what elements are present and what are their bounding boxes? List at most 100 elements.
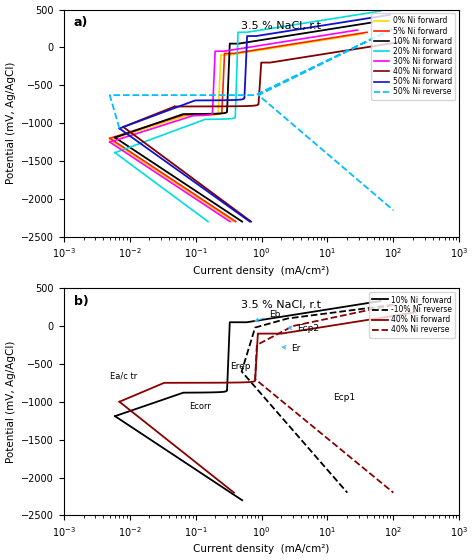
5% Ni forward bbox=[141, 157, 146, 164]
50% Ni reverse bbox=[353, 175, 359, 182]
50% Ni forward bbox=[144, 144, 150, 151]
Line: 20% Ni forward: 20% Ni forward bbox=[115, 153, 208, 222]
20% Ni forward bbox=[176, 197, 182, 203]
40% Ni reverse bbox=[267, 335, 273, 342]
10% Ni_forward bbox=[112, 413, 118, 419]
40% Ni forward bbox=[195, 461, 201, 468]
40% Ni forward bbox=[209, 189, 214, 195]
10% Ni_forward bbox=[146, 436, 152, 442]
40% Ni reverse bbox=[266, 388, 272, 394]
50% Ni forward bbox=[117, 125, 122, 132]
10% Ni_forward bbox=[182, 459, 188, 466]
30% Ni forward bbox=[173, 183, 179, 189]
10% Ni reverse bbox=[308, 447, 314, 454]
Text: Ecp2: Ecp2 bbox=[288, 324, 319, 333]
40% Ni forward bbox=[207, 470, 213, 477]
5% Ni forward bbox=[177, 181, 182, 188]
10% Ni forward bbox=[146, 157, 152, 164]
40% Ni reverse bbox=[281, 399, 287, 406]
50% Ni reverse bbox=[391, 25, 396, 32]
40% Ni reverse bbox=[391, 489, 396, 496]
30% Ni forward bbox=[132, 156, 138, 162]
20% Ni forward bbox=[137, 168, 143, 175]
10% Ni reverse bbox=[267, 320, 273, 327]
0% Ni forward bbox=[140, 158, 146, 165]
Legend: 0% Ni forward, 5% Ni forward, 10% Ni forward, 20% Ni forward, 30% Ni forward, 40: 0% Ni forward, 5% Ni forward, 10% Ni for… bbox=[371, 13, 456, 100]
0% Ni forward bbox=[175, 182, 181, 189]
40% Ni reverse bbox=[391, 301, 396, 308]
40% Ni forward bbox=[191, 176, 197, 183]
50% Ni reverse bbox=[391, 207, 396, 213]
Y-axis label: Potential (mV, Ag/AgCl): Potential (mV, Ag/AgCl) bbox=[6, 340, 16, 463]
10% Ni_forward bbox=[200, 471, 205, 478]
Text: b): b) bbox=[73, 295, 88, 308]
10% Ni reverse bbox=[391, 301, 396, 308]
5% Ni forward bbox=[229, 216, 235, 222]
Line: 40% Ni forward: 40% Ni forward bbox=[123, 127, 251, 222]
50% Ni forward bbox=[189, 177, 195, 184]
50% Ni reverse bbox=[328, 55, 334, 62]
20% Ni forward bbox=[164, 188, 170, 194]
30% Ni forward bbox=[227, 218, 233, 225]
10% Ni reverse bbox=[345, 489, 350, 496]
30% Ni forward bbox=[107, 139, 113, 146]
50% Ni forward bbox=[152, 150, 157, 157]
0% Ni forward bbox=[205, 201, 210, 208]
10% Ni forward bbox=[235, 216, 241, 222]
5% Ni forward bbox=[133, 152, 139, 159]
0% Ni forward bbox=[192, 193, 198, 199]
10% Ni_forward bbox=[213, 479, 219, 486]
50% Ni reverse bbox=[117, 125, 122, 132]
40% Ni forward bbox=[227, 486, 233, 493]
Line: 40% Ni forward: 40% Ni forward bbox=[119, 402, 234, 493]
10% Ni forward bbox=[182, 181, 188, 188]
20% Ni forward bbox=[205, 218, 211, 225]
50% Ni forward bbox=[243, 215, 248, 222]
5% Ni forward bbox=[194, 192, 200, 199]
Text: Er: Er bbox=[283, 344, 301, 353]
Line: 10% Ni forward: 10% Ni forward bbox=[115, 138, 242, 222]
10% Ni reverse bbox=[261, 321, 267, 328]
Text: 3.5 % NaCl, r.t: 3.5 % NaCl, r.t bbox=[241, 21, 321, 31]
10% Ni reverse bbox=[239, 366, 245, 372]
Line: 30% Ni forward: 30% Ni forward bbox=[110, 142, 230, 222]
10% Ni forward bbox=[200, 192, 205, 199]
Text: Erep: Erep bbox=[230, 362, 250, 371]
50% Ni reverse bbox=[295, 71, 301, 78]
0% Ni forward bbox=[227, 216, 232, 222]
5% Ni forward bbox=[107, 135, 113, 142]
10% Ni forward bbox=[213, 200, 219, 207]
50% Ni reverse bbox=[256, 90, 262, 97]
Line: 10% Ni_forward: 10% Ni_forward bbox=[115, 416, 242, 500]
50% Ni forward bbox=[247, 218, 253, 225]
10% Ni forward bbox=[139, 152, 145, 158]
40% Ni forward bbox=[244, 215, 250, 222]
0% Ni forward bbox=[133, 153, 138, 160]
Line: 5% Ni forward: 5% Ni forward bbox=[110, 138, 236, 222]
40% Ni forward bbox=[221, 198, 227, 205]
Line: 50% Ni reverse: 50% Ni reverse bbox=[110, 29, 393, 210]
Text: Ecorr: Ecorr bbox=[189, 402, 211, 411]
10% Ni forward bbox=[239, 218, 245, 225]
Text: Eb: Eb bbox=[255, 310, 281, 321]
30% Ni forward bbox=[223, 216, 229, 222]
10% Ni reverse bbox=[304, 444, 310, 450]
Y-axis label: Potential (mV, Ag/AgCl): Potential (mV, Ag/AgCl) bbox=[6, 62, 16, 184]
30% Ni forward bbox=[190, 194, 195, 200]
20% Ni forward bbox=[202, 216, 208, 223]
40% Ni forward bbox=[180, 449, 186, 455]
Line: 0% Ni forward: 0% Ni forward bbox=[110, 140, 234, 222]
Text: Ea/c tr: Ea/c tr bbox=[110, 371, 137, 380]
40% Ni forward bbox=[147, 423, 153, 430]
10% Ni_forward bbox=[235, 494, 241, 501]
X-axis label: Current density  (mA/cm²): Current density (mA/cm²) bbox=[193, 544, 330, 554]
40% Ni forward bbox=[120, 124, 126, 130]
40% Ni forward bbox=[248, 218, 254, 225]
X-axis label: Current density  (mA/cm²): Current density (mA/cm²) bbox=[193, 266, 330, 276]
20% Ni forward bbox=[132, 164, 137, 171]
Legend: 10% Ni_forward, -10% Ni reverse, 40% Ni forward, 40% Ni reverse: 10% Ni_forward, -10% Ni reverse, 40% Ni … bbox=[369, 292, 456, 338]
Text: 3.5 % NaCl, r.t: 3.5 % NaCl, r.t bbox=[241, 300, 321, 310]
10% Ni_forward bbox=[239, 497, 245, 503]
30% Ni forward bbox=[202, 202, 208, 208]
40% Ni reverse bbox=[290, 323, 296, 329]
